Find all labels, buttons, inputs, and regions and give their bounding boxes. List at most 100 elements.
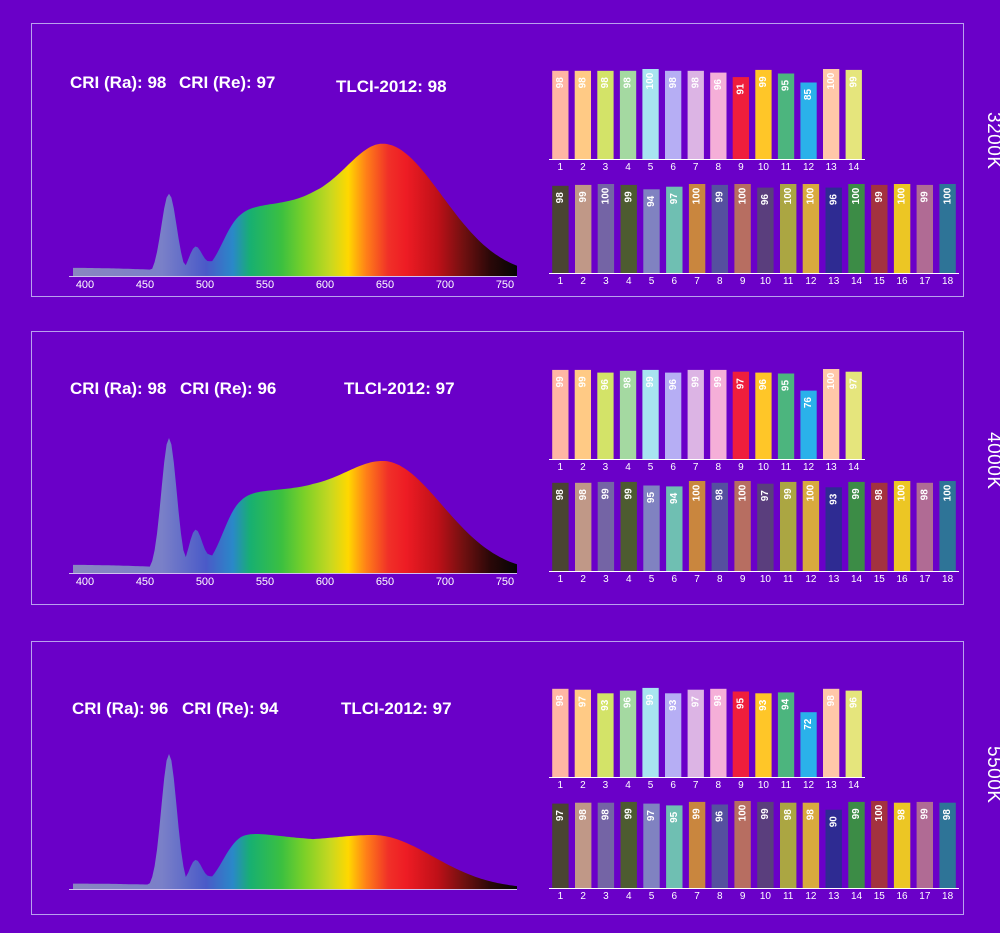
r-3200K-index-label: 9 <box>740 276 746 287</box>
ri-5500K-index-label: 14 <box>848 780 860 791</box>
ri-4000K-bar <box>732 371 749 459</box>
r-4000K-bar <box>643 485 660 571</box>
r-4000K-index-label: 16 <box>896 574 908 585</box>
spectrum-tick-label: 550 <box>256 576 274 588</box>
r-3200K-value-label: 100 <box>897 187 908 204</box>
ri-5500K-index-label: 2 <box>580 780 586 791</box>
ri-3200K-value-label: 98 <box>668 77 679 89</box>
ri-3200K-index-label: 5 <box>648 162 654 173</box>
r-4000K-value-label: 98 <box>578 489 589 501</box>
ri-5500K-index-label: 8 <box>716 780 722 791</box>
cri-re-5500k: CRI (Re): 94 <box>182 699 279 718</box>
r-4000K-index-label: 8 <box>717 574 723 585</box>
r-5500K-value-label: 100 <box>737 804 748 821</box>
ri-3200K-value-label: 100 <box>826 72 837 89</box>
ri-5500K-value-label: 98 <box>713 695 724 707</box>
r-5500K-value-label: 99 <box>692 808 703 820</box>
r-3200K-value-label: 100 <box>851 187 862 204</box>
r-4000K-value-label: 99 <box>783 488 794 500</box>
ri-5500K-index-label: 12 <box>803 780 815 791</box>
r-4000K-value-label: 99 <box>601 488 612 500</box>
cri-ra-3200k: CRI (Ra): 98 <box>70 73 167 92</box>
spectrum-curve-3200K <box>73 143 517 276</box>
ri-5500K-index-label: 10 <box>758 780 770 791</box>
r-3200K-bar <box>939 184 956 273</box>
ri-4000K-index-label: 11 <box>781 462 792 473</box>
spectrum-tick-label: 600 <box>316 576 334 588</box>
r-4000K-index-label: 5 <box>649 574 655 585</box>
spectrum-tick-label: 650 <box>376 279 394 291</box>
r-5500K-value-label: 98 <box>806 809 817 821</box>
r-4000K-bar <box>871 482 888 571</box>
r-3200K-index-label: 12 <box>805 276 817 287</box>
r-3200K-bar <box>802 184 820 273</box>
ri-5500K-value-label: 97 <box>690 696 701 708</box>
r-3200K-index-label: 3 <box>603 276 609 287</box>
ri-3200K-value-label: 85 <box>803 89 814 101</box>
r-4000K-index-label: 14 <box>851 574 863 585</box>
r-4000K-index-label: 12 <box>805 574 817 585</box>
r-5500K-index-label: 11 <box>783 891 794 902</box>
r-4000K-index-label: 10 <box>760 574 772 585</box>
spectrum-curve-4000K <box>73 438 517 573</box>
r-3200K-bar <box>734 184 751 273</box>
r-3200K-index-label: 17 <box>919 276 931 287</box>
ri-3200K-bar <box>823 69 840 159</box>
r-3200K-value-label: 99 <box>919 191 930 203</box>
ri-5500K-index-label: 13 <box>826 780 838 791</box>
cct-label-4000k: 4000K <box>983 432 1000 490</box>
r-3200K-value-label: 94 <box>646 195 657 207</box>
cct-label-3200k: 3200K <box>983 112 1000 170</box>
r-5500K-index-label: 4 <box>626 891 632 902</box>
ri-5500K-index-label: 1 <box>558 780 564 791</box>
spectrum-tick-label: 700 <box>436 576 454 588</box>
cri-re-3200k: CRI (Re): 97 <box>179 73 276 92</box>
ri-3200K-value-label: 99 <box>758 76 769 88</box>
ri-5500K-bar <box>755 693 772 777</box>
r-5500K-index-label: 5 <box>649 891 655 902</box>
r-3200K-value-label: 98 <box>555 192 566 204</box>
r-4000K-bar <box>893 481 911 571</box>
ri-4000K-value-label: 98 <box>623 377 634 389</box>
ri-5500K-bar <box>619 690 637 777</box>
ri-5500K-bar <box>687 689 704 777</box>
ri-3200K-value-label: 99 <box>848 76 859 88</box>
r-4000K-value-label: 93 <box>828 493 839 505</box>
ri-4000K-bar <box>800 390 817 459</box>
ri-4000K-value-label: 96 <box>668 379 679 391</box>
ri-5500K-value-label: 97 <box>577 696 588 708</box>
r-3200K-index-label: 15 <box>874 276 886 287</box>
r-5500K-bar <box>597 802 615 888</box>
r-3200K-index-label: 18 <box>942 276 954 287</box>
ri-3200K-index-label: 10 <box>758 162 770 173</box>
r-3200K-bar <box>711 184 728 273</box>
r-5500K-bar <box>848 801 865 888</box>
r-5500K-index-label: 1 <box>558 891 564 902</box>
ri-4000K-index-label: 10 <box>758 462 770 473</box>
r-4000K-bar <box>575 482 592 571</box>
panel-3200k <box>31 23 964 297</box>
r-4000K-index-label: 7 <box>694 574 700 585</box>
r-5500K-bar <box>871 801 888 888</box>
r-5500K-value-label: 99 <box>760 808 771 820</box>
r-3200K-bar <box>666 186 683 273</box>
r-3200K-bar <box>916 184 933 273</box>
r-4000K-value-label: 99 <box>851 488 862 500</box>
ri-3200K-value-label: 96 <box>713 79 724 91</box>
r-3200K-value-label: 100 <box>737 187 748 204</box>
r-4000K-index-label: 4 <box>626 574 632 585</box>
r-4000K-bar <box>780 481 797 571</box>
ri-5500K-index-label: 3 <box>603 780 609 791</box>
r-3200K-bar <box>597 184 615 273</box>
ri-4000K-bar <box>845 371 862 459</box>
ri-5500K-bar <box>777 692 795 777</box>
ri-5500K-value-label: 98 <box>826 695 837 707</box>
r-4000K-value-label: 98 <box>919 489 930 501</box>
r-3200K-value-label: 99 <box>623 191 634 203</box>
r-5500K-bar <box>643 803 660 888</box>
ri-3200K-value-label: 91 <box>735 83 746 95</box>
ri-3200K-bar <box>845 69 862 159</box>
spectrum-tick-label: 500 <box>196 576 214 588</box>
ri-3200K-value-label: 98 <box>555 77 566 89</box>
r-5500K-value-label: 98 <box>578 809 589 821</box>
